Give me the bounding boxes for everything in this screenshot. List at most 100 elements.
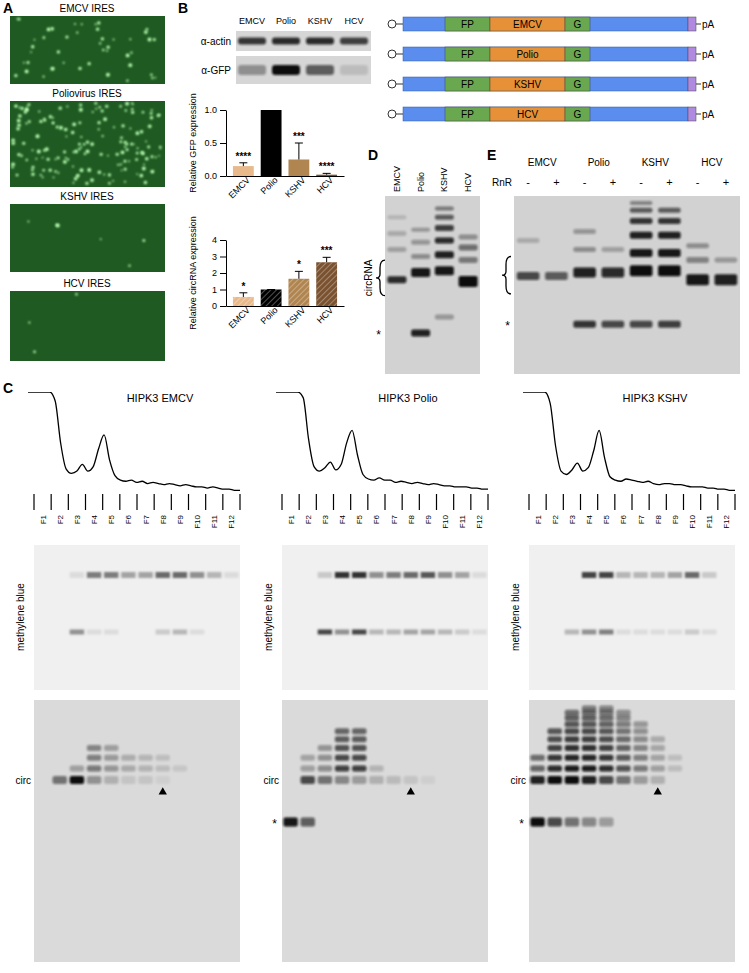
fraction-boundary	[717, 494, 718, 510]
rna-band	[548, 765, 562, 771]
cell-dot	[151, 109, 153, 111]
rna-band	[517, 238, 540, 243]
error-bar-cap	[323, 173, 331, 174]
construct-element	[490, 77, 565, 91]
rna-band	[435, 206, 454, 210]
fraction-boundary	[171, 494, 172, 510]
cell-dot	[25, 122, 27, 124]
cell-dot	[80, 146, 82, 148]
panel-letter: C	[3, 380, 13, 396]
construct-label: Polio	[516, 49, 539, 60]
cell-dot	[151, 155, 154, 158]
rna-band	[435, 251, 454, 258]
cap-line	[396, 114, 403, 115]
cap-line	[396, 84, 403, 85]
fraction-boundary	[528, 494, 529, 510]
cell-dot	[106, 50, 108, 52]
membrane	[529, 700, 735, 962]
rna-band	[70, 776, 84, 784]
rrna-band	[633, 630, 647, 635]
cell-dot	[28, 103, 31, 106]
rna-band	[104, 765, 118, 771]
rna-band	[387, 247, 406, 252]
fraction-boundary	[154, 494, 155, 510]
fraction-label: F3	[73, 514, 82, 524]
fraction-label: F5	[355, 514, 364, 524]
rna-band	[435, 238, 454, 244]
rna-band	[335, 765, 349, 771]
tail-line	[696, 24, 701, 25]
cell-dot	[66, 135, 68, 137]
cell-dot	[53, 177, 55, 179]
rna-band	[386, 776, 400, 784]
rna-band	[530, 765, 544, 771]
error-bar	[295, 271, 303, 278]
rna-band	[686, 243, 709, 248]
construct: FPPolioGpA	[388, 47, 715, 61]
cell-dot	[52, 122, 54, 124]
rna-band	[104, 745, 118, 751]
tick-label: 4	[212, 235, 217, 245]
cell-dot	[116, 153, 119, 156]
cell-dot	[101, 37, 104, 40]
lane-label: EMCV	[239, 16, 265, 26]
blot-band	[238, 65, 266, 75]
rna-band	[582, 818, 596, 827]
cell-dot	[124, 160, 127, 163]
tick-label: 0.0	[204, 171, 217, 181]
rrna-band	[472, 572, 486, 578]
rrna-band	[616, 630, 630, 635]
construct-label: HCV	[517, 109, 538, 120]
rrna-band	[455, 630, 469, 635]
rna-band	[599, 721, 613, 727]
cell-dot	[23, 62, 25, 64]
construct-element	[490, 107, 565, 121]
rna-band	[411, 228, 430, 232]
fraction-boundary	[580, 494, 581, 510]
polysome-panel: HIPK3 EMCVF1F2F3F4F5F6F7F8F9F10F11F12met…	[15, 392, 240, 962]
condition-label: -	[639, 176, 643, 188]
fraction-label: F5	[107, 514, 116, 524]
cell-dot	[128, 63, 132, 67]
condition-label: -	[583, 176, 587, 188]
cell-dot	[124, 146, 126, 148]
rna-band	[545, 272, 568, 280]
micrograph-field	[10, 291, 165, 361]
cell-dot	[112, 180, 114, 182]
micrograph	[10, 291, 165, 361]
error-bar	[239, 163, 247, 166]
construct-backbone	[403, 107, 688, 121]
cell-dot	[53, 68, 55, 70]
rna-band	[548, 755, 562, 761]
condition-label: +	[553, 176, 559, 188]
bar	[288, 279, 309, 306]
band-label: circ	[15, 775, 31, 786]
tick-label: HCV	[315, 305, 336, 326]
condition-label: -	[526, 176, 530, 188]
cell-dot	[153, 38, 156, 41]
micrograph	[10, 101, 165, 187]
cell-dot	[100, 153, 103, 156]
rna-band	[651, 736, 665, 742]
cell-dot	[17, 123, 21, 127]
band-label: circ	[263, 775, 279, 786]
fraction-boundary	[700, 494, 701, 510]
blot-band	[306, 38, 334, 45]
rna-band	[599, 765, 613, 771]
lane-label: HCV	[701, 157, 722, 168]
cell-dot	[136, 131, 140, 135]
fraction-label: F8	[654, 514, 663, 524]
rna-band	[318, 755, 332, 761]
blot-row	[236, 31, 371, 51]
rna-band	[565, 721, 579, 727]
fraction-boundary	[683, 494, 684, 510]
fraction-boundary	[666, 494, 667, 510]
cell-dot	[34, 39, 36, 41]
rna-band	[459, 234, 478, 239]
fraction-label: F10	[688, 514, 697, 528]
cell-dot	[158, 155, 160, 157]
tick-label: Polio	[259, 305, 280, 326]
rrna-band	[386, 572, 400, 578]
polyA-label: pA	[702, 109, 715, 120]
cell-dot	[11, 166, 13, 168]
